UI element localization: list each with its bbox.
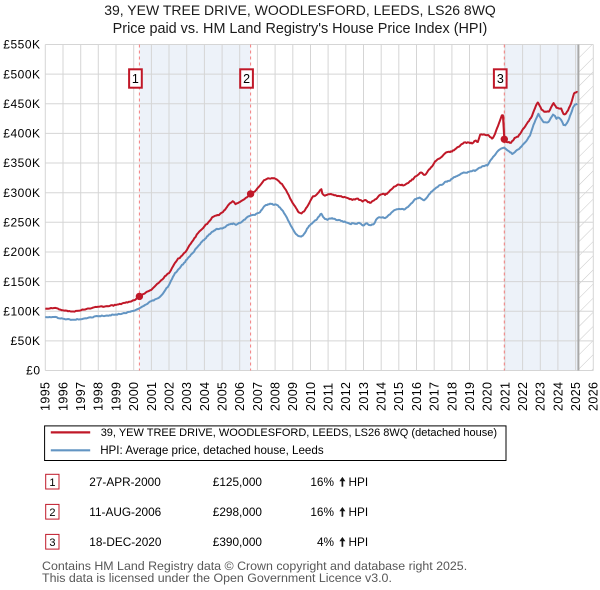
svg-text:£125,000: £125,000 xyxy=(213,475,263,489)
svg-text:£50K: £50K xyxy=(10,334,40,348)
svg-text:2017: 2017 xyxy=(428,382,442,411)
svg-text:2005: 2005 xyxy=(216,382,230,411)
svg-text:1: 1 xyxy=(49,477,55,489)
svg-text:18-DEC-2020: 18-DEC-2020 xyxy=(89,535,162,549)
svg-text:1996: 1996 xyxy=(56,382,70,411)
svg-text:2023: 2023 xyxy=(534,382,548,411)
svg-text:£0: £0 xyxy=(26,364,40,378)
svg-text:2004: 2004 xyxy=(198,382,212,411)
svg-text:2011: 2011 xyxy=(322,383,336,411)
svg-text:39, YEW TREE DRIVE, WOODLESFOR: 39, YEW TREE DRIVE, WOODLESFORD, LEEDS, … xyxy=(101,427,497,439)
svg-text:£390,000: £390,000 xyxy=(213,535,263,549)
svg-text:1998: 1998 xyxy=(92,382,106,411)
svg-text:2000: 2000 xyxy=(127,382,141,411)
svg-text:£450K: £450K xyxy=(3,97,40,111)
svg-text:HPI: HPI xyxy=(349,535,369,549)
svg-text:1: 1 xyxy=(132,72,139,86)
svg-text:16%: 16% xyxy=(310,505,334,519)
svg-text:2009: 2009 xyxy=(286,382,300,411)
svg-text:£100K: £100K xyxy=(3,304,40,318)
svg-text:2002: 2002 xyxy=(162,382,176,411)
svg-text:11-AUG-2006: 11-AUG-2006 xyxy=(89,505,161,519)
svg-text:£550K: £550K xyxy=(3,38,40,52)
svg-text:16%: 16% xyxy=(310,475,334,489)
svg-text:2012: 2012 xyxy=(339,382,353,411)
svg-text:2001: 2001 xyxy=(145,382,159,411)
svg-text:4%: 4% xyxy=(317,535,335,549)
svg-text:2019: 2019 xyxy=(463,382,477,411)
svg-text:2: 2 xyxy=(243,72,250,86)
svg-text:1999: 1999 xyxy=(109,382,123,411)
svg-text:1995: 1995 xyxy=(39,382,53,411)
svg-text:2016: 2016 xyxy=(410,382,424,411)
svg-text:£300K: £300K xyxy=(3,186,40,200)
svg-text:2006: 2006 xyxy=(233,382,247,411)
svg-text:£400K: £400K xyxy=(3,127,40,141)
svg-text:2020: 2020 xyxy=(481,382,495,411)
svg-text:£298,000: £298,000 xyxy=(213,505,263,519)
svg-text:2022: 2022 xyxy=(516,382,530,411)
svg-text:2024: 2024 xyxy=(551,382,565,411)
svg-text:2003: 2003 xyxy=(180,382,194,411)
svg-text:2013: 2013 xyxy=(357,382,371,411)
svg-text:£200K: £200K xyxy=(3,245,40,259)
svg-text:2014: 2014 xyxy=(375,382,389,411)
svg-text:HPI: HPI xyxy=(349,505,369,519)
svg-text:1997: 1997 xyxy=(74,382,88,411)
svg-text:£500K: £500K xyxy=(3,67,40,81)
svg-text:27-APR-2000: 27-APR-2000 xyxy=(89,475,161,489)
svg-text:2025: 2025 xyxy=(569,382,583,411)
svg-text:2010: 2010 xyxy=(304,382,318,411)
svg-text:3: 3 xyxy=(497,72,504,86)
svg-text:2: 2 xyxy=(49,507,55,519)
svg-text:2026: 2026 xyxy=(587,382,600,411)
svg-text:£250K: £250K xyxy=(3,216,40,230)
svg-text:2015: 2015 xyxy=(392,382,406,411)
svg-text:2021: 2021 xyxy=(498,382,512,411)
svg-text:£150K: £150K xyxy=(3,275,40,289)
svg-text:HPI: Average price, detached h: HPI: Average price, detached house, Leed… xyxy=(100,444,324,457)
svg-text:2018: 2018 xyxy=(445,382,459,411)
svg-text:3: 3 xyxy=(49,537,55,549)
svg-text:HPI: HPI xyxy=(349,475,369,489)
svg-text:2007: 2007 xyxy=(251,382,265,411)
svg-text:£350K: £350K xyxy=(3,156,40,170)
svg-text:2008: 2008 xyxy=(269,382,283,411)
